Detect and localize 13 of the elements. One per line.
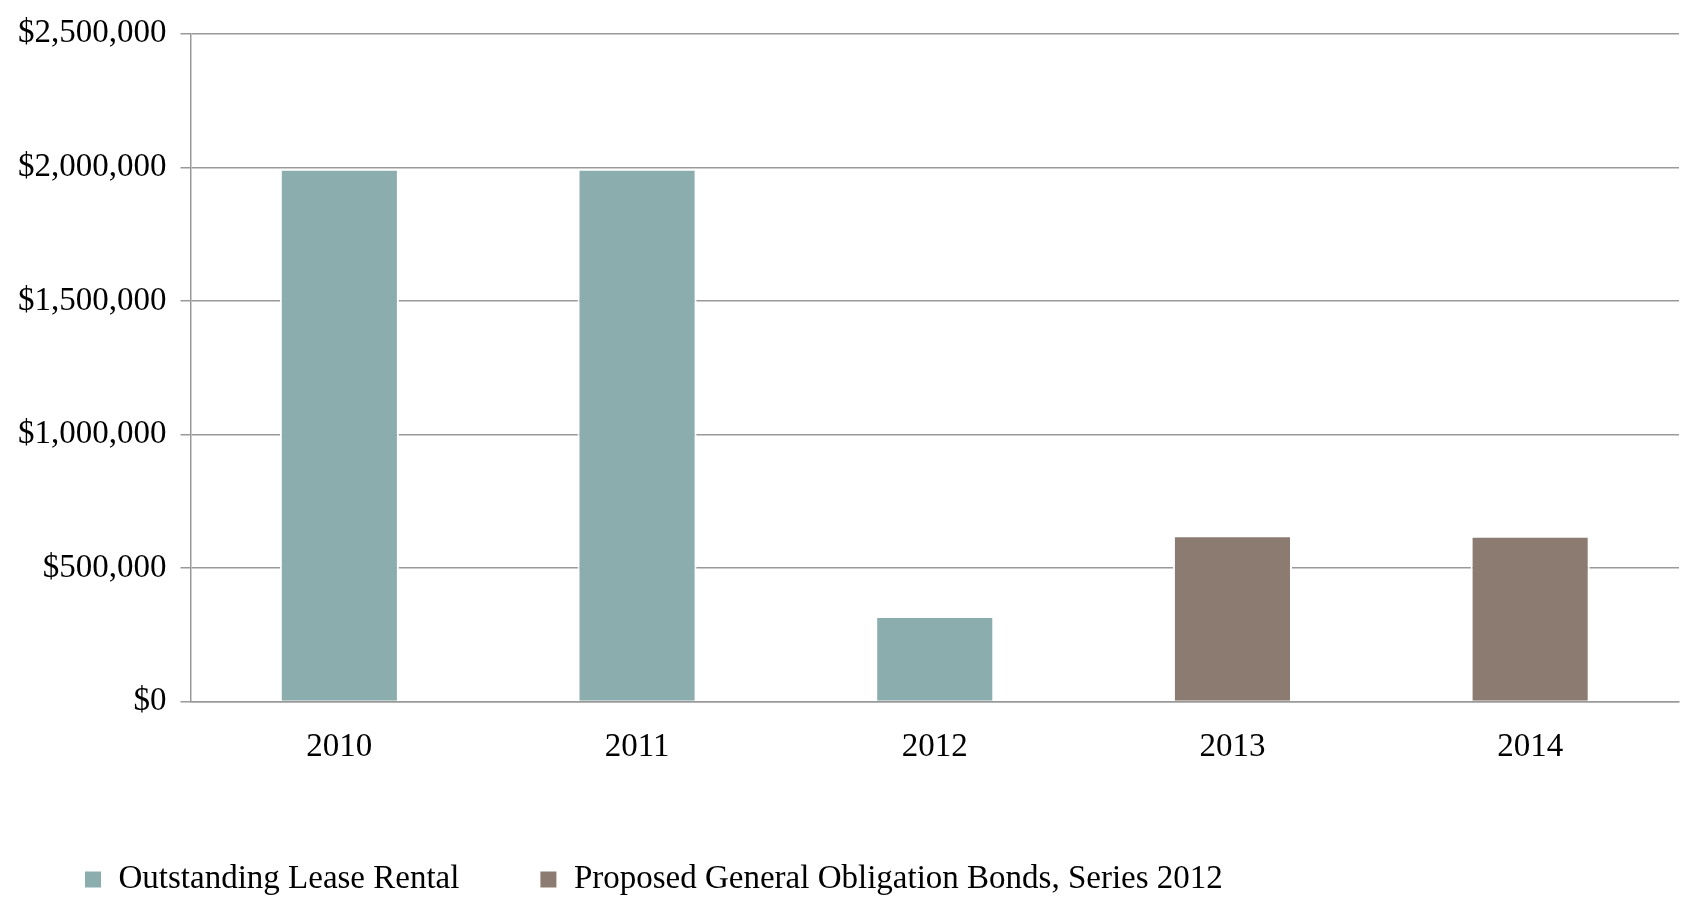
- legend-label: Proposed General Obligation Bonds, Series 2012: [573, 859, 1223, 896]
- y-tick-label: $0: [133, 681, 167, 718]
- y-tick-label: $1,000,000: [18, 414, 167, 451]
- x-tick-label: 2011: [604, 726, 670, 763]
- x-tick-label: 2013: [1199, 726, 1266, 763]
- x-tick-label: 2014: [1497, 726, 1564, 763]
- y-tick-label: $500,000: [42, 547, 167, 584]
- y-tick-label: $1,500,000: [18, 280, 167, 317]
- y-tick-label: $2,000,000: [18, 146, 167, 183]
- x-tick-label: 2010: [306, 726, 373, 763]
- legend-label: Outstanding Lease Rental: [118, 859, 460, 896]
- x-tick-label: 2012: [901, 726, 968, 763]
- y-tick-label: $2,500,000: [18, 13, 167, 50]
